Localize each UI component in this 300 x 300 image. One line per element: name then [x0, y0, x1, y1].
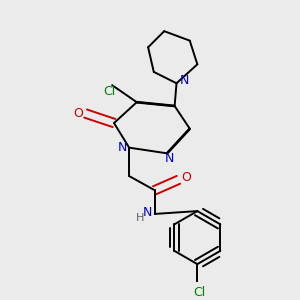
Text: N: N [164, 152, 174, 165]
Text: O: O [181, 170, 191, 184]
Text: Cl: Cl [193, 286, 206, 299]
Text: O: O [73, 107, 83, 120]
Text: Cl: Cl [103, 85, 116, 98]
Text: N: N [118, 141, 127, 154]
Text: H: H [135, 213, 144, 223]
Text: N: N [179, 74, 189, 87]
Text: N: N [142, 206, 152, 218]
